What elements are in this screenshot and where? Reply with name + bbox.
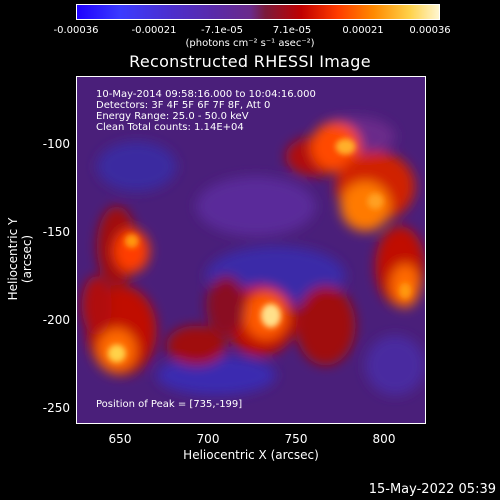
y-tick: -100: [42, 137, 70, 151]
y-tick: -250: [42, 401, 70, 415]
x-tick: 650: [108, 432, 132, 446]
timestamp: 15-May-2022 05:39: [368, 482, 496, 497]
colorbar-tick: 7.1e-05: [272, 25, 312, 36]
y-tick: -150: [42, 225, 70, 239]
x-axis-label: Heliocentric X (arcsec): [183, 448, 319, 462]
image-plot: 10-May-2014 09:58:16.000 to 10:04:16.000…: [76, 76, 426, 424]
colorbar-tick: 0.00021: [342, 25, 384, 36]
colorbar-tick: 0.00036: [409, 25, 451, 36]
y-axis: -100 -150 -200 -250: [0, 0, 70, 500]
colorbar-tick: -0.00021: [131, 25, 177, 36]
x-tick: 750: [284, 432, 308, 446]
x-tick: 700: [196, 432, 220, 446]
x-tick: 800: [372, 432, 396, 446]
colorbar-unit: (photons cm⁻² s⁻¹ asec⁻²): [185, 38, 315, 49]
colorbar-tick: -0.00036: [53, 25, 99, 36]
colorbar: [76, 4, 440, 20]
info-line-2: Detectors: 3F 4F 5F 6F 7F 8F, Att 0: [96, 100, 271, 111]
y-axis-label: Heliocentric Y (arcsec): [6, 217, 34, 301]
heatmap-image: [77, 77, 425, 423]
info-line-4: Clean Total counts: 1.14E+04: [96, 122, 244, 133]
info-line-1: 10-May-2014 09:58:16.000 to 10:04:16.000: [96, 89, 316, 100]
plot-title: Reconstructed RHESSI Image: [129, 52, 371, 71]
colorbar-tick: -7.1e-05: [201, 25, 243, 36]
info-line-3: Energy Range: 25.0 - 50.0 keV: [96, 111, 249, 122]
peak-position: Position of Peak = [735,-199]: [96, 399, 243, 410]
y-tick: -200: [42, 313, 70, 327]
